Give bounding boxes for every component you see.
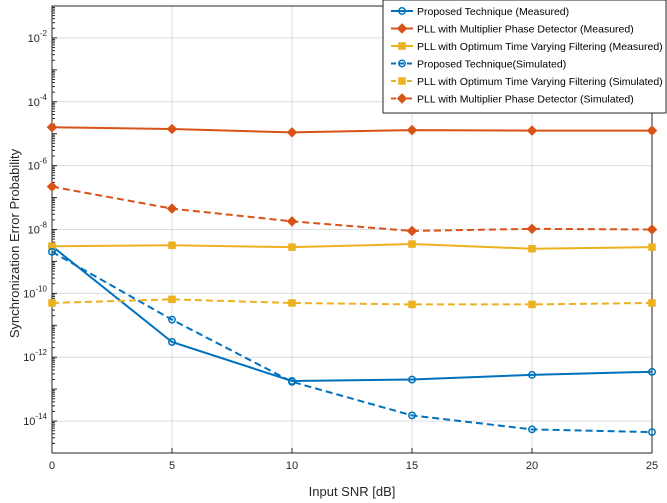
x-tick-label: 15 (406, 460, 418, 472)
data-point (168, 338, 176, 346)
legend-swatch-marker (396, 23, 408, 34)
data-point (648, 367, 656, 376)
data-point (528, 244, 536, 253)
data-point (288, 377, 296, 386)
y-tick-base: 10 (28, 97, 40, 109)
y-tick-base: 10 (23, 352, 35, 364)
data-point (166, 203, 178, 214)
y-tick-exponent: -10 (35, 284, 47, 293)
series-line (51, 185, 653, 232)
y-tick-exponent: -6 (40, 157, 48, 166)
legend-swatch-marker (398, 42, 406, 50)
legend-swatch-marker (398, 59, 406, 68)
legend-entry: Proposed Technique(Simulated) (391, 58, 566, 70)
series-line (51, 126, 652, 134)
data-point (288, 243, 296, 251)
legend-entry: PLL with Multiplier Phase Detector (Meas… (391, 23, 634, 35)
y-tick-exponent: -14 (35, 412, 47, 421)
series-layer (46, 121, 658, 437)
data-point (406, 225, 418, 237)
data-point (648, 428, 656, 437)
data-point (526, 223, 538, 235)
legend-swatch-marker (398, 77, 406, 85)
y-tick-exponent: -4 (40, 93, 48, 102)
series-line (51, 243, 653, 250)
data-point (288, 299, 296, 307)
data-point (408, 411, 416, 420)
y-tick-label: 10-2 (28, 29, 48, 45)
axis-ticks: 0 5 10 15 20 2510-1410-1210-1010-810-610-410-… (23, 6, 658, 472)
legend-entry: Proposed Technique (Measured) (391, 6, 569, 18)
y-axis-label: Synchronization Error Probability (7, 148, 22, 338)
x-tick-label: 20 (526, 460, 538, 472)
x-tick-label: 10 (286, 460, 298, 472)
y-tick-base: 10 (23, 288, 35, 300)
data-point (48, 299, 56, 307)
data-point (168, 315, 176, 324)
data-point (648, 243, 656, 251)
x-tick-label: 0 (49, 460, 55, 472)
data-point (406, 124, 418, 136)
series-line (51, 298, 653, 306)
legend-label: PLL with Multiplier Phase Detector (Simu… (417, 93, 634, 105)
y-tick-base: 10 (28, 225, 40, 237)
data-point (528, 370, 536, 379)
data-point (528, 300, 536, 309)
y-tick-label: 10-12 (23, 348, 47, 364)
data-point (408, 240, 416, 248)
legend-label: Proposed Technique (Measured) (417, 6, 569, 18)
grid (51, 6, 653, 453)
legend-swatch-marker (396, 93, 408, 104)
y-tick-base: 10 (28, 161, 40, 173)
data-point (46, 121, 58, 133)
y-tick-exponent: -12 (35, 348, 47, 357)
data-point (48, 247, 56, 256)
data-point (168, 241, 176, 250)
data-point (648, 299, 656, 307)
legend-label: Proposed Technique(Simulated) (417, 58, 566, 70)
legend-swatch-marker (398, 7, 406, 15)
legend-box (382, 0, 667, 114)
data-point (166, 123, 178, 135)
data-point (646, 125, 658, 136)
data-point (46, 181, 58, 192)
legend-label: PLL with Multiplier Phase Detector (Meas… (417, 23, 634, 35)
y-tick-exponent: -2 (40, 29, 48, 38)
y-tick-label: 10-10 (23, 284, 47, 300)
y-tick-base: 10 (28, 33, 40, 45)
legend-entry: PLL with Optimum Time Varying Filtering … (391, 76, 663, 88)
data-point (408, 375, 416, 384)
series-line (51, 245, 653, 382)
data-point (408, 300, 416, 309)
series-pll-with-optimum-time-varying-filtering-measured (48, 240, 656, 253)
data-point (646, 224, 658, 235)
legend-entry: PLL with Optimum Time Varying Filtering … (391, 41, 663, 53)
y-tick-base: 10 (23, 416, 35, 428)
series-pll-with-optimum-time-varying-filtering-simulated (48, 295, 656, 309)
data-point (528, 425, 536, 434)
legend-entry: PLL with Multiplier Phase Detector (Simu… (391, 93, 634, 105)
y-tick-label: 10-4 (28, 93, 48, 109)
data-point (168, 295, 176, 304)
x-axis-label: Input SNR [dB] (309, 484, 396, 499)
legend-label: PLL with Optimum Time Varying Filtering … (417, 41, 663, 53)
data-point (526, 125, 538, 136)
y-tick-label: 10-8 (28, 221, 48, 237)
y-tick-label: 10-14 (23, 412, 47, 428)
x-tick-label: 5 (169, 460, 175, 472)
data-point (286, 127, 298, 138)
data-point (286, 216, 298, 227)
y-tick-label: 10-6 (28, 157, 48, 173)
series-pll-with-multiplier-phase-detector-measured (46, 121, 658, 138)
legend: Proposed Technique (Measured) PLL with Mu… (382, 0, 667, 114)
legend-label: PLL with Optimum Time Varying Filtering … (417, 76, 663, 88)
x-tick-label: 25 (646, 460, 658, 472)
series-line (51, 250, 653, 434)
series-proposed-technique-simulated (48, 247, 656, 437)
series-pll-with-multiplier-phase-detector-simulated (46, 181, 658, 237)
y-tick-exponent: -8 (40, 221, 48, 230)
